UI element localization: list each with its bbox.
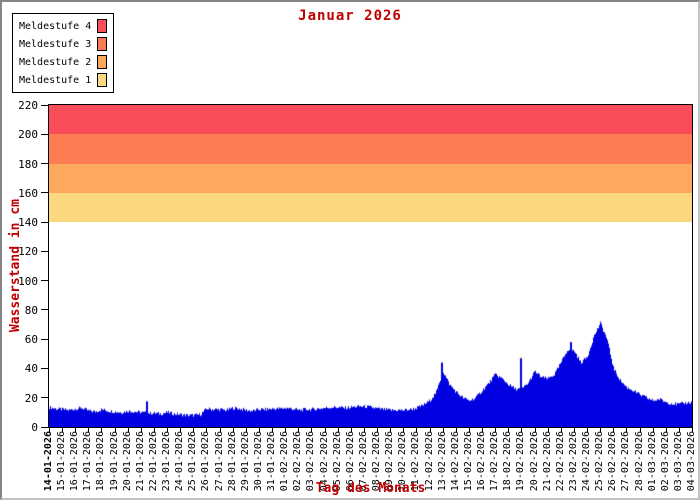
x-tick-mark <box>311 428 313 432</box>
x-tick-mark <box>416 428 418 432</box>
y-tick-label: 180 <box>18 157 38 171</box>
x-tick-mark <box>573 428 575 432</box>
x-tick-mark <box>377 428 379 432</box>
y-tick-label: 120 <box>18 245 38 259</box>
x-tick-mark <box>49 428 50 432</box>
legend-box: Meldestufe 4 Meldestufe 3 Meldestufe 2 Meld… <box>12 13 114 93</box>
x-tick-mark <box>390 428 392 432</box>
x-tick-mark <box>547 428 549 432</box>
chart-title: Januar 2026 <box>298 8 402 24</box>
x-tick-mark <box>101 428 103 432</box>
x-tick-mark <box>62 428 64 432</box>
y-tick-mark <box>41 221 48 223</box>
legend-item: Meldestufe 3 <box>13 35 113 53</box>
plot-area <box>48 104 693 428</box>
x-tick-mark <box>508 428 510 432</box>
x-tick-mark <box>652 428 654 432</box>
x-tick-mark <box>442 428 444 432</box>
legend-item-label: Meldestufe 4 <box>19 20 92 32</box>
y-tick-label: 140 <box>18 216 38 230</box>
x-tick-mark <box>206 428 208 432</box>
x-tick-mark <box>600 428 602 432</box>
x-tick-mark <box>678 428 680 432</box>
x-tick-mark <box>114 428 116 432</box>
x-tick-mark <box>153 428 155 432</box>
y-tick-label: 60 <box>24 333 38 347</box>
y-tick-mark <box>41 133 48 135</box>
x-tick-mark <box>495 428 497 432</box>
x-tick-mark <box>429 428 431 432</box>
legend-item-label: Meldestufe 2 <box>19 56 92 68</box>
x-tick-mark <box>272 428 274 432</box>
x-tick-mark <box>167 428 169 432</box>
x-tick-mark <box>665 428 667 432</box>
x-tick-mark <box>258 428 260 432</box>
x-tick-mark <box>692 428 693 432</box>
legend-color-swatch <box>97 37 107 51</box>
y-tick-label: 220 <box>18 99 38 112</box>
x-tick-mark <box>350 428 352 432</box>
x-tick-mark <box>363 428 365 432</box>
x-axis-title: Tag des Monats <box>315 481 426 496</box>
x-tick-mark <box>232 428 234 432</box>
y-tick-mark <box>41 426 48 428</box>
water-level-series <box>49 105 692 427</box>
y-tick-mark <box>41 280 48 282</box>
x-tick-mark <box>193 428 195 432</box>
y-tick-label: 200 <box>18 128 38 142</box>
y-tick-label: 100 <box>18 274 38 288</box>
legend-item: Meldestufe 2 <box>13 53 113 71</box>
x-tick-mark <box>468 428 470 432</box>
y-tick-label: 40 <box>24 362 38 376</box>
x-tick-mark <box>127 428 129 432</box>
x-tick-mark <box>245 428 247 432</box>
x-tick-mark <box>613 428 615 432</box>
x-tick-mark <box>75 428 77 432</box>
y-axis-title-wrap: Wasserstand in cm <box>6 105 24 427</box>
y-tick-label: 80 <box>24 303 38 317</box>
y-tick-label: 160 <box>18 186 38 200</box>
legend-item-label: Meldestufe 1 <box>19 74 92 86</box>
x-tick-mark <box>285 428 287 432</box>
x-tick-mark <box>219 428 221 432</box>
legend-color-swatch <box>97 19 107 33</box>
y-tick-label: 0 <box>31 421 38 434</box>
y-tick-label: 20 <box>24 391 38 405</box>
x-tick-mark <box>337 428 339 432</box>
x-tick-mark <box>482 428 484 432</box>
x-tick-mark <box>455 428 457 432</box>
legend-color-swatch <box>97 73 107 87</box>
y-tick-mark <box>41 309 48 311</box>
x-tick-mark <box>180 428 182 432</box>
x-tick-mark <box>403 428 405 432</box>
x-tick-mark <box>140 428 142 432</box>
legend-item-label: Meldestufe 3 <box>19 38 92 50</box>
x-tick-mark <box>534 428 536 432</box>
legend-item: Meldestufe 1 <box>13 71 113 89</box>
y-tick-mark <box>41 192 48 194</box>
y-tick-mark <box>41 250 48 252</box>
x-tick-mark <box>560 428 562 432</box>
legend-item: Meldestufe 4 <box>13 17 113 35</box>
x-tick-mark <box>639 428 641 432</box>
x-tick-mark <box>324 428 326 432</box>
y-tick-mark <box>41 397 48 399</box>
x-tick-mark <box>587 428 589 432</box>
legend-color-swatch <box>97 55 107 69</box>
y-tick-mark <box>41 338 48 340</box>
y-tick-mark <box>41 104 48 106</box>
x-tick-mark <box>521 428 523 432</box>
x-tick-mark <box>298 428 300 432</box>
y-tick-mark <box>41 163 48 165</box>
x-tick-mark <box>626 428 628 432</box>
x-tick-mark <box>88 428 90 432</box>
y-tick-mark <box>41 367 48 369</box>
